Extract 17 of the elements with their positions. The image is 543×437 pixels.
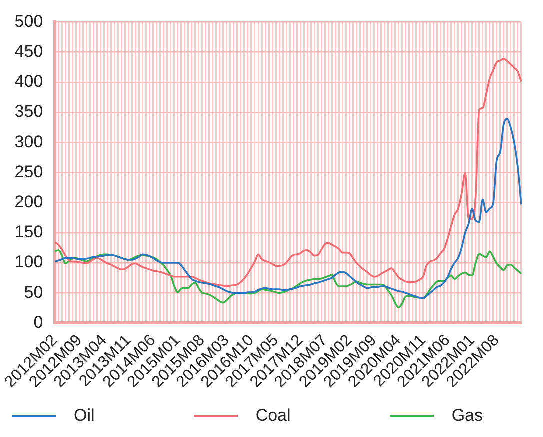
y-tick-label: 450 [14, 42, 44, 61]
y-tick-label: 400 [14, 72, 44, 92]
y-tick-label: 0 [34, 312, 44, 332]
y-tick-label: 500 [14, 12, 44, 31]
legend-label: Gas [452, 406, 483, 426]
legend-label: Oil [74, 406, 95, 426]
y-tick-label: 150 [14, 222, 44, 242]
line-series [54, 58, 522, 288]
y-tick-label: 250 [14, 162, 44, 182]
line-series [54, 249, 522, 308]
line-series [54, 118, 522, 300]
y-tick-label: 200 [14, 192, 44, 212]
y-tick-label: 100 [14, 252, 44, 272]
y-tick-label: 350 [14, 102, 44, 122]
y-tick-label: 50 [24, 282, 44, 302]
y-tick-label: 300 [14, 132, 44, 152]
legend-label: Coal [256, 406, 291, 426]
